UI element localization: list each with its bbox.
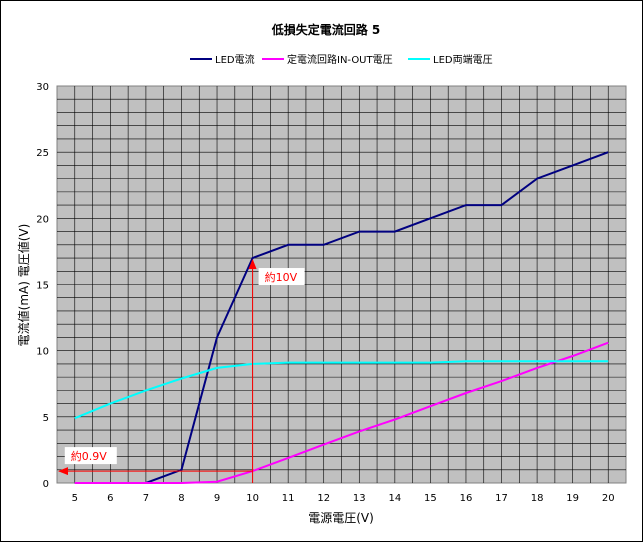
y-tick-label: 15 (36, 281, 49, 292)
x-tick-label: 12 (317, 493, 330, 504)
x-tick-label: 5 (72, 493, 78, 504)
y-tick-label: 20 (36, 214, 49, 225)
x-tick-label: 14 (388, 493, 401, 504)
annotation-label-0-9v: 約0.9V (71, 449, 107, 463)
legend-label-led-voltage: LED両端電圧 (433, 53, 493, 66)
x-tick-label: 6 (107, 493, 113, 504)
y-tick-label: 25 (36, 148, 49, 159)
x-tick-label: 19 (566, 493, 579, 504)
series-line-0 (74, 151, 609, 484)
x-tick-label: 17 (495, 493, 508, 504)
tick-labels: 0 5 10 15 20 25 30 5 6 7 8 9 10 11 12 13 14 15 16 17 18 19 20 (36, 82, 614, 504)
x-tick-label: 18 (531, 493, 544, 504)
annotation-label-box (64, 447, 117, 465)
y-tick-label: 10 (36, 347, 49, 358)
x-tick-label: 13 (353, 493, 366, 504)
grid (57, 86, 626, 483)
y-tick-label: 5 (43, 413, 49, 424)
legend: LED電流 定電流回路IN-OUT電圧 LED両端電圧 (190, 53, 493, 66)
x-tick-label: 16 (460, 493, 473, 504)
y-tick-label: 0 (43, 479, 49, 490)
series-layer (74, 151, 609, 484)
annotation-label-10v: 約10V (265, 270, 298, 284)
annotations: 約10V 約0.9V (58, 259, 305, 483)
legend-label-led-current: LED電流 (215, 53, 255, 66)
x-tick-label: 7 (143, 493, 149, 504)
x-axis-title: 電源電圧(V) (308, 511, 374, 525)
x-tick-label: 20 (602, 493, 615, 504)
x-tick-label: 11 (282, 493, 295, 504)
x-tick-label: 15 (424, 493, 437, 504)
x-tick-label: 9 (214, 493, 220, 504)
series-line-2 (74, 360, 609, 420)
annotation-label-box (258, 268, 305, 286)
x-tick-label: 10 (246, 493, 259, 504)
series-line-1 (74, 341, 609, 484)
x-tick-label: 8 (178, 493, 184, 504)
chart-title: 低損失定電流回路 5 (271, 22, 381, 37)
y-tick-label: 30 (36, 82, 49, 93)
y-axis-title: 電流値(mA) 電圧値(V) (16, 224, 31, 347)
legend-label-in-out-voltage: 定電流回路IN-OUT電圧 (287, 53, 393, 66)
